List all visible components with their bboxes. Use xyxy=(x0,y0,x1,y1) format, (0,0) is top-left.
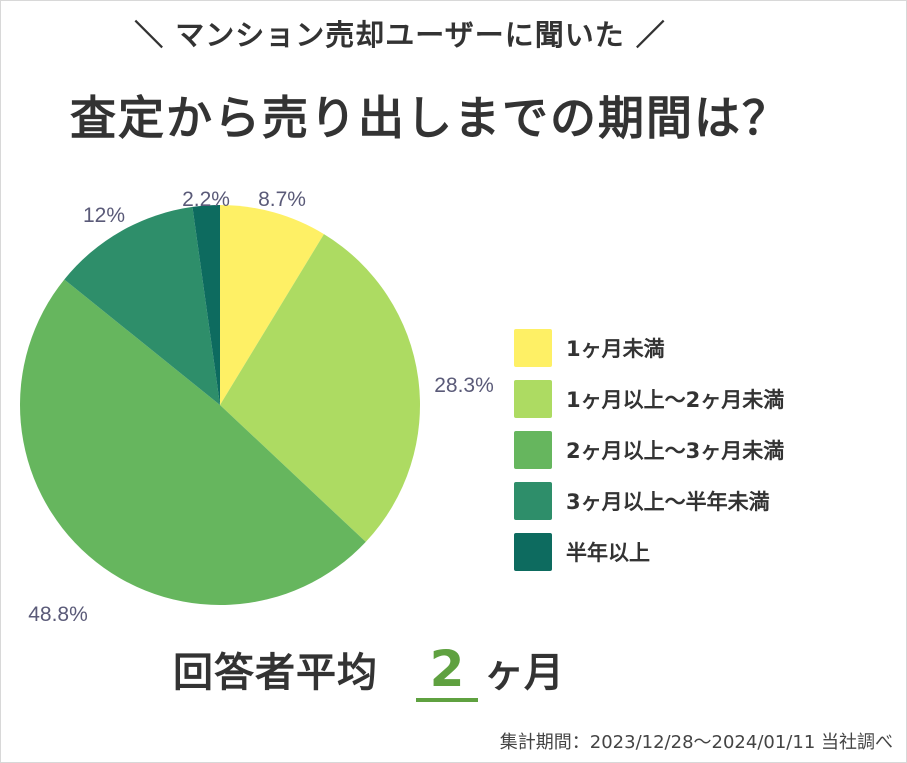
legend: 1ヶ月未満 1ヶ月以上〜2ヶ月未満 2ヶ月以上〜3ヶ月未満 3ヶ月以上〜半年未満 半年以… xyxy=(514,322,784,577)
legend-swatch xyxy=(514,532,552,571)
slice-percent-label: 12% xyxy=(83,204,125,227)
legend-swatch xyxy=(514,481,552,520)
average-value-wrap: 2 xyxy=(416,640,478,702)
legend-swatch xyxy=(514,430,552,469)
legend-label: 1ヶ月以上〜2ヶ月未満 xyxy=(566,387,785,412)
legend-item: 3ヶ月以上〜半年未満 xyxy=(514,475,784,526)
legend-label: 1ヶ月未満 xyxy=(566,336,665,361)
legend-swatch xyxy=(514,379,552,418)
slice-percent-label: 2.2% xyxy=(182,188,230,211)
average-value: 2 xyxy=(429,640,465,698)
legend-label: 2ヶ月以上〜3ヶ月未満 xyxy=(566,438,785,463)
average-unit: ヶ月 xyxy=(484,650,564,696)
slice-percent-label: 28.3% xyxy=(434,374,494,397)
legend-item: 2ヶ月以上〜3ヶ月未満 xyxy=(514,424,784,475)
pie-chart: 8.7% 28.3% 48.8% 12% 2.2% xyxy=(20,188,494,626)
legend-item: 1ヶ月以上〜2ヶ月未満 xyxy=(514,373,784,424)
slice-percent-label: 8.7% xyxy=(258,188,306,211)
average-underline xyxy=(416,698,478,702)
average-summary: 回答者平均 2 ヶ月 xyxy=(173,640,564,702)
pie-slice xyxy=(220,205,324,405)
pie-slice xyxy=(192,205,220,405)
legend-item: 半年以上 xyxy=(514,526,784,577)
chart-title: 査定から売り出しまでの期間は？ xyxy=(70,91,790,145)
legend-item: 1ヶ月未満 xyxy=(514,322,784,373)
pie-slice xyxy=(20,279,366,605)
slice-percent-label: 48.8% xyxy=(28,603,88,626)
survey-period-note: 集計期間：2023/12/28〜2024/01/11 当社調べ xyxy=(499,732,893,753)
pie-slice xyxy=(220,234,420,542)
legend-label: 3ヶ月以上〜半年未満 xyxy=(566,489,770,514)
legend-label: 半年以上 xyxy=(566,540,650,565)
survey-subtitle: ＼ マンション売却ユーザーに聞いた ／ xyxy=(134,18,666,52)
pie-slice xyxy=(64,206,220,405)
legend-swatch xyxy=(514,328,552,367)
average-label: 回答者平均 xyxy=(173,650,378,696)
